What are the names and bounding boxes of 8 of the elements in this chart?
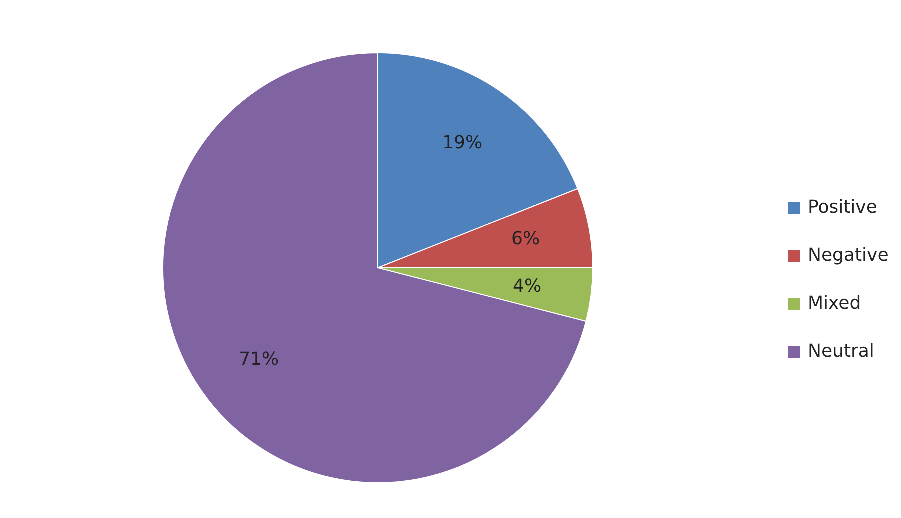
data-label: 71%	[239, 349, 280, 370]
data-label: 6%	[512, 228, 540, 250]
legend-label: Mixed	[808, 292, 862, 314]
legend-label: Negative	[808, 244, 889, 266]
data-label: 4%	[513, 276, 542, 297]
legend-label: Neutral	[808, 340, 874, 362]
data-label: 19%	[442, 132, 483, 154]
legend-label: Positive	[808, 196, 878, 218]
